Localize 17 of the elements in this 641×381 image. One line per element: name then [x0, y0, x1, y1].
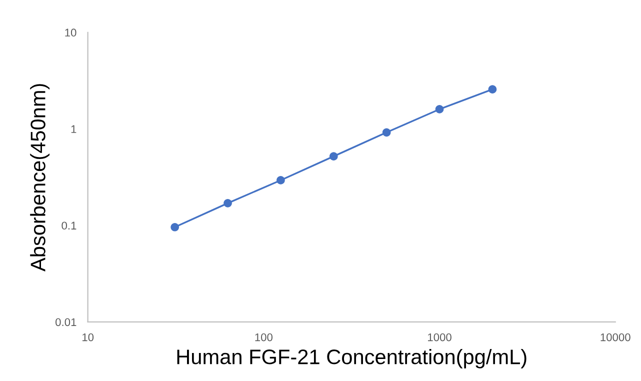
point	[170, 222, 179, 232]
point	[488, 85, 497, 94]
point	[382, 128, 391, 137]
x-axis-title: Human FGF-21 Concentration(pg/mL)	[177, 348, 526, 368]
x-tick-label: 1000	[428, 333, 452, 342]
y-axis-title: Absorbence(450nm)	[30, 84, 50, 272]
x-tick-label: 10000	[600, 333, 630, 342]
x-tick-label: 10	[82, 333, 94, 342]
y-tick-label: 0.01	[56, 318, 76, 326]
y-tick-label: 1	[71, 125, 76, 133]
point	[435, 105, 444, 114]
point	[224, 199, 232, 208]
point	[329, 152, 338, 160]
x-tick-label: 100	[255, 333, 272, 342]
y-tick-label: 0.1	[62, 222, 76, 230]
y-tick-label: 10	[65, 28, 76, 37]
point	[276, 176, 285, 184]
